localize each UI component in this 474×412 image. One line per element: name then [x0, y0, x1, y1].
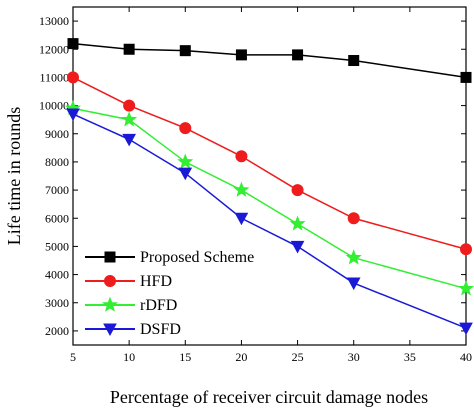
legend-marker [103, 323, 117, 337]
legend-marker [104, 275, 116, 287]
data-point [348, 55, 360, 67]
x-tick-label: 25 [292, 350, 304, 364]
y-tick-label: 10000 [39, 99, 69, 113]
series-1 [67, 71, 472, 256]
data-point [346, 277, 361, 291]
y-tick-label: 7000 [45, 183, 69, 197]
data-point [67, 71, 79, 84]
legend-item: HFD [85, 273, 172, 290]
legend-label: HFD [140, 273, 172, 290]
y-tick-label: 5000 [45, 239, 69, 253]
series-line [72, 113, 467, 329]
y-tick-label: 13000 [39, 14, 69, 28]
legend-label: Proposed Scheme [140, 249, 254, 266]
y-tick-label: 6000 [45, 211, 69, 225]
series-2 [65, 100, 474, 296]
x-tick-label: 35 [404, 350, 416, 364]
plot-frame [72, 6, 467, 346]
x-tick-label: 10 [123, 350, 135, 364]
data-point [66, 108, 80, 122]
x-tick-label: 30 [348, 350, 360, 364]
data-point [347, 212, 360, 225]
legend-marker [102, 296, 118, 312]
data-point [122, 133, 136, 147]
legend-item: rDFD [85, 296, 177, 314]
data-point [178, 167, 193, 181]
data-point [460, 243, 472, 256]
data-point [235, 49, 247, 61]
data-point [179, 122, 192, 135]
y-tick-label: 4000 [45, 268, 69, 282]
data-point [123, 43, 135, 55]
data-point [289, 215, 306, 231]
data-point [123, 99, 136, 112]
data-point [233, 181, 250, 197]
legend-marker [104, 251, 116, 263]
y-tick-label: 2000 [45, 324, 69, 338]
x-tick-label: 5 [70, 350, 76, 364]
data-point [458, 280, 474, 296]
legend: Proposed Scheme HFD rDFD DSFD [85, 249, 254, 338]
x-axis-title: Percentage of receiver circuit damage no… [110, 387, 428, 407]
data-point [234, 212, 249, 226]
legend-label: rDFD [140, 297, 177, 314]
series-3 [66, 108, 473, 336]
data-point [459, 322, 473, 336]
data-point [460, 71, 472, 83]
data-point [177, 153, 194, 169]
data-point [292, 49, 304, 61]
y-tick-label: 3000 [45, 296, 69, 310]
x-tick-label: 20 [235, 350, 247, 364]
y-tick-label: 12000 [39, 42, 69, 56]
series-layer [65, 38, 474, 336]
legend-item: DSFD [85, 321, 181, 338]
data-point [291, 184, 304, 197]
x-tick-label: 15 [179, 350, 191, 364]
legend-label: DSFD [140, 321, 181, 338]
series-0 [67, 38, 472, 83]
data-point [179, 45, 191, 57]
axis-ticks: 5 10 15 20 25 30 35 40 2000 3000 4000 5000 6000 7000 8… [39, 7, 472, 364]
data-point [121, 111, 138, 127]
legend-item: Proposed Scheme [85, 249, 254, 266]
y-tick-label: 8000 [45, 155, 69, 169]
y-axis-title: Life time in rounds [4, 107, 24, 245]
data-point [345, 249, 362, 265]
data-point [67, 38, 79, 50]
data-point [290, 240, 305, 254]
y-tick-label: 9000 [45, 127, 69, 141]
data-point [235, 150, 248, 163]
x-tick-label: 40 [460, 350, 472, 364]
y-tick-label: 11000 [39, 70, 69, 84]
